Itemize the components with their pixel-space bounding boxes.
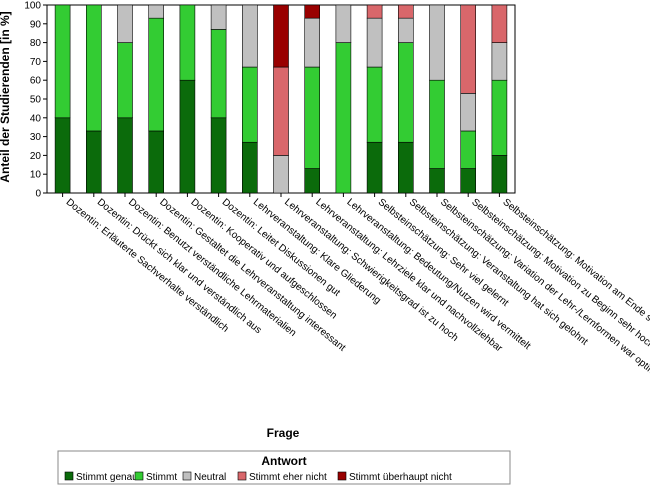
bar-segment xyxy=(335,4,352,43)
legend-swatch xyxy=(182,471,192,481)
bar-segment xyxy=(397,4,414,19)
legend-box xyxy=(57,450,511,485)
bar-segment xyxy=(148,4,164,19)
y-axis-title: Anteil der Studierenden [in %] xyxy=(0,11,12,182)
y-tick-label: 70 xyxy=(30,57,42,68)
bar-segment xyxy=(179,79,196,194)
legend-entry: Stimmt xyxy=(146,472,177,483)
bar-segment xyxy=(242,141,258,194)
y-tick-label: 60 xyxy=(30,76,42,87)
bar-segment xyxy=(460,93,477,132)
bar-segment xyxy=(210,29,227,119)
bar-segment xyxy=(86,4,102,132)
legend-entry: Stimmt genau xyxy=(76,472,138,483)
bar-segment xyxy=(460,130,477,169)
legend-entry: Stimmt eher nicht xyxy=(249,472,327,483)
x-axis: Dozentin: Erläuterte Sachverhalte verstä… xyxy=(62,193,650,383)
bar-segment xyxy=(366,17,383,68)
bar-segment xyxy=(491,79,508,156)
bar-segment xyxy=(304,168,321,194)
legend-entry: Stimmt überhaupt nicht xyxy=(349,472,452,483)
bar-segment xyxy=(148,130,164,194)
y-tick-label: 20 xyxy=(30,151,42,162)
legend-swatch xyxy=(237,471,247,481)
bar-segment xyxy=(491,4,508,43)
bar-segment xyxy=(273,4,289,68)
bar-segment xyxy=(397,141,414,194)
bar-segment xyxy=(304,66,321,169)
y-tick-label: 100 xyxy=(24,1,41,12)
y-tick-label: 80 xyxy=(30,38,42,49)
bar-segment xyxy=(117,42,133,119)
x-axis-title: Frage xyxy=(267,426,300,440)
y-tick-label: 30 xyxy=(30,132,42,143)
y-tick-label: 90 xyxy=(30,19,42,30)
legend-items: Stimmt genau Stimmt Neutral Stimmt eher nic… xyxy=(64,471,452,483)
bar-segment xyxy=(397,42,414,143)
bar-segment xyxy=(54,117,71,194)
legend-title: Antwort xyxy=(261,454,306,468)
legend-swatch xyxy=(134,471,144,481)
legend-entry: Neutral xyxy=(194,472,226,483)
bar-segment xyxy=(397,17,414,43)
y-tick-label: 0 xyxy=(35,189,41,200)
bar-segment xyxy=(242,4,258,68)
bar-segment xyxy=(242,66,258,143)
bar-segment xyxy=(148,17,164,132)
bar-segment xyxy=(460,4,477,94)
legend: Antwort Stimmt genau Stimmt Neutral Stimmt … xyxy=(57,450,511,485)
bar-segment xyxy=(429,79,445,169)
bar-segment xyxy=(54,4,71,119)
legend-swatch xyxy=(64,471,74,481)
bar-segment xyxy=(210,4,227,30)
bar-segment xyxy=(366,66,383,143)
bar-segment xyxy=(366,4,383,19)
bar-segment xyxy=(117,4,133,43)
bar-segment xyxy=(273,66,289,156)
bar-segment xyxy=(366,141,383,194)
bar-segment xyxy=(335,42,352,194)
bar-segment xyxy=(491,42,508,81)
y-tick-label: 40 xyxy=(30,113,42,124)
y-tick-label: 10 xyxy=(30,170,42,181)
legend-swatch xyxy=(337,471,347,481)
bar-segment xyxy=(429,168,445,194)
bar-segment xyxy=(117,117,133,194)
bar-segment xyxy=(429,4,445,81)
bar-segment xyxy=(210,117,227,194)
bar-segment xyxy=(273,155,289,194)
bar-segment xyxy=(86,130,102,194)
bars xyxy=(54,4,508,194)
bar-segment xyxy=(304,17,321,68)
bar-segment xyxy=(304,4,321,19)
y-axis: 0 10 20 30 40 50 60 70 80 90 100 xyxy=(24,1,47,200)
bar-segment xyxy=(491,155,508,194)
y-tick-label: 50 xyxy=(30,95,42,106)
bar-segment xyxy=(179,4,196,81)
bar-segment xyxy=(460,168,477,194)
